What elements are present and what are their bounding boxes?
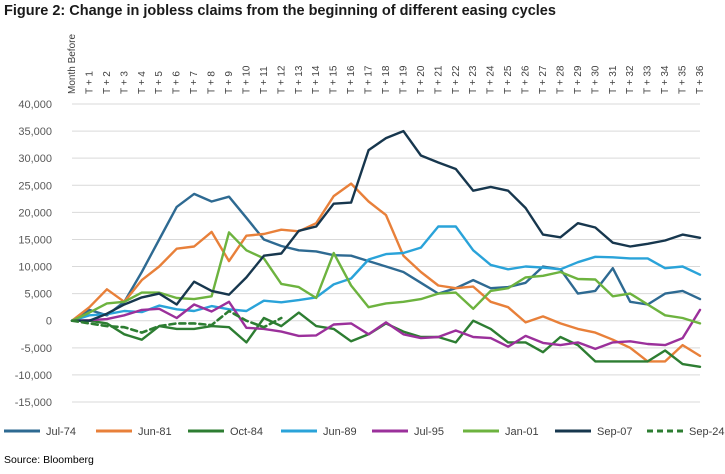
line-chart: 40,000 35,000 30,000 25,000 20,000 15,000 10,0… bbox=[4, 34, 724, 438]
series-line-jun-81 bbox=[70, 182, 702, 363]
x-tick-label: T + 11 bbox=[259, 66, 270, 94]
x-tick-label: Month Before bbox=[67, 34, 78, 94]
x-tick-label: T + 34 bbox=[660, 65, 671, 94]
legend: Jul-74 Jun-81 Oct-84 Jun-89 Jul-95 Jan-01 Sep-… bbox=[4, 426, 724, 438]
x-tick-label: T + 29 bbox=[573, 65, 584, 94]
x-tick-label: T + 3 bbox=[119, 71, 130, 94]
series-line-jan-01 bbox=[70, 231, 702, 325]
legend-label: Jan-01 bbox=[505, 426, 539, 438]
x-tick-label: T + 35 bbox=[678, 65, 689, 94]
x-tick-label: T + 25 bbox=[503, 65, 514, 94]
y-tick-label: -10,000 bbox=[15, 370, 52, 382]
x-tick-label: T + 20 bbox=[416, 65, 427, 94]
x-tick-label: T + 24 bbox=[486, 65, 497, 94]
x-tick-label: T + 8 bbox=[207, 71, 218, 94]
x-tick-label: T + 7 bbox=[189, 71, 200, 94]
x-tick-label: T + 32 bbox=[625, 65, 636, 94]
series-line-sep-24 bbox=[70, 309, 283, 334]
x-tick-label: T + 5 bbox=[154, 71, 165, 94]
x-tick-label: T + 33 bbox=[643, 65, 654, 94]
legend-item: Sep-24 bbox=[647, 426, 724, 438]
x-tick-label: T + 36 bbox=[695, 65, 706, 94]
y-tick-label: -5,000 bbox=[21, 343, 52, 355]
y-tick-label: 15,000 bbox=[18, 234, 52, 246]
legend-item: Jun-81 bbox=[96, 426, 172, 438]
series-lines bbox=[70, 129, 702, 368]
legend-label: Jul-74 bbox=[46, 426, 76, 438]
legend-label: Jun-89 bbox=[323, 426, 357, 438]
legend-item: Jan-01 bbox=[463, 426, 539, 438]
x-tick-label: T + 17 bbox=[364, 65, 375, 94]
legend-label: Jul-95 bbox=[414, 426, 444, 438]
source-note: Source: Bloomberg bbox=[4, 454, 94, 466]
x-tick-label: T + 23 bbox=[468, 65, 479, 94]
x-tick-label: T + 18 bbox=[381, 65, 392, 94]
x-tick-label: T + 27 bbox=[538, 65, 549, 94]
legend-item: Jul-95 bbox=[372, 426, 444, 438]
x-tick-label: T + 16 bbox=[346, 65, 357, 94]
y-tick-label: 10,000 bbox=[18, 262, 52, 274]
y-tick-label: 30,000 bbox=[18, 153, 52, 165]
y-tick-label: 0 bbox=[46, 316, 52, 328]
x-tick-label: T + 30 bbox=[590, 65, 601, 94]
legend-item: Sep-07 bbox=[555, 426, 632, 438]
x-tick-label: T + 21 bbox=[433, 65, 444, 94]
x-tick-label: T + 6 bbox=[172, 71, 183, 94]
x-tick-label: T + 9 bbox=[224, 71, 235, 94]
legend-label: Oct-84 bbox=[230, 426, 263, 438]
legend-label: Sep-07 bbox=[597, 426, 632, 438]
x-tick-label: T + 1 bbox=[84, 71, 95, 94]
x-tick-label: T + 28 bbox=[555, 65, 566, 94]
legend-label: Jun-81 bbox=[138, 426, 172, 438]
series-line-jul-95 bbox=[70, 300, 702, 351]
y-axis-tick-labels: 40,000 35,000 30,000 25,000 20,000 15,000 10,0… bbox=[15, 99, 52, 409]
x-tick-label: T + 13 bbox=[294, 65, 305, 94]
x-tick-label: T + 15 bbox=[329, 65, 340, 94]
y-tick-label: 35,000 bbox=[18, 126, 52, 138]
x-tick-label: T + 14 bbox=[311, 65, 322, 94]
y-tick-label: 20,000 bbox=[18, 207, 52, 219]
x-tick-label: T + 2 bbox=[102, 71, 113, 94]
legend-item: Oct-84 bbox=[188, 426, 263, 438]
y-tick-label: 40,000 bbox=[18, 99, 52, 111]
x-tick-label: T + 22 bbox=[451, 65, 462, 94]
series-line-jul-74 bbox=[70, 192, 702, 322]
y-tick-label: 5,000 bbox=[24, 289, 52, 301]
y-tick-label: 25,000 bbox=[18, 180, 52, 192]
x-tick-label: T + 12 bbox=[276, 65, 287, 94]
legend-item: Jun-89 bbox=[281, 426, 357, 438]
legend-label: Sep-24 bbox=[689, 426, 724, 438]
x-tick-label: T + 10 bbox=[241, 65, 252, 94]
chart-title: Figure 2: Change in jobless claims from … bbox=[4, 3, 556, 19]
y-tick-label: -15,000 bbox=[15, 397, 52, 409]
x-tick-label: T + 4 bbox=[137, 71, 148, 94]
series-line-sep-07 bbox=[70, 129, 702, 322]
x-axis-tick-labels: Month Before T + 1 T + 2 T + 3 T + 4 T + 5 T +… bbox=[67, 34, 706, 94]
x-tick-label: T + 31 bbox=[608, 65, 619, 94]
series-line-jun-89 bbox=[70, 225, 702, 322]
x-tick-label: T + 26 bbox=[521, 65, 532, 94]
x-tick-label: T + 19 bbox=[398, 65, 409, 94]
legend-item: Jul-74 bbox=[4, 426, 76, 438]
